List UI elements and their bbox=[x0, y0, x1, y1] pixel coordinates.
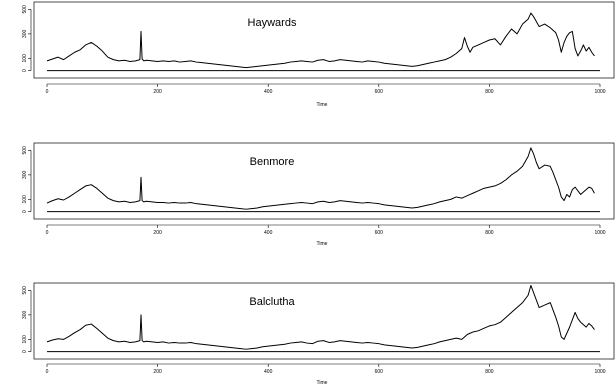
x-tick-label: 400 bbox=[264, 230, 273, 236]
y-axis: 0 100 300 500 bbox=[22, 5, 32, 72]
y-tick-label: 100 bbox=[22, 54, 28, 63]
x-tick-label: 800 bbox=[485, 369, 494, 375]
series-line bbox=[46, 284, 595, 350]
x-tick-label: 200 bbox=[153, 369, 162, 375]
panel-title: Haywards bbox=[248, 17, 297, 29]
x-tick-label: 600 bbox=[375, 89, 384, 95]
y-tick-label: 300 bbox=[22, 170, 28, 179]
y-tick-label: 500 bbox=[22, 146, 28, 155]
x-tick-label: 400 bbox=[264, 369, 273, 375]
y-tick-label: 300 bbox=[22, 310, 28, 319]
x-tick-label: 1000 bbox=[594, 89, 605, 95]
x-axis-label: Time bbox=[317, 241, 328, 247]
x-axis: 0 200 400 600 800 1000 bbox=[46, 224, 606, 236]
series-line bbox=[46, 147, 595, 210]
y-tick-label: 0 bbox=[22, 350, 28, 353]
panel-title: Balclutha bbox=[249, 296, 295, 308]
x-tick-label: 0 bbox=[46, 230, 49, 236]
panel-title: Benmore bbox=[250, 156, 295, 168]
x-tick-label: 600 bbox=[375, 369, 384, 375]
x-axis: 0 200 400 600 800 1000 bbox=[46, 83, 606, 95]
x-axis: 0 200 400 600 800 1000 bbox=[46, 363, 606, 375]
y-tick-label: 500 bbox=[22, 286, 28, 295]
y-axis: 0 100 300 500 bbox=[22, 146, 32, 213]
plot-frame bbox=[33, 282, 615, 360]
x-tick-label: 200 bbox=[153, 89, 162, 95]
panel-balclutha: 0 100 300 500 0 200 400 600 800 1000 Balclutha T… bbox=[22, 282, 615, 386]
plot-frame bbox=[33, 1, 615, 79]
x-tick-label: 600 bbox=[375, 230, 384, 236]
x-axis-label: Time bbox=[317, 380, 328, 386]
panel-haywards: 0 100 300 500 0 200 400 600 800 1000 Haywards Ti… bbox=[22, 1, 615, 108]
y-tick-label: 100 bbox=[22, 335, 28, 344]
x-tick-label: 1000 bbox=[594, 230, 605, 236]
series-line bbox=[46, 12, 595, 69]
x-tick-label: 1000 bbox=[594, 369, 605, 375]
x-tick-label: 800 bbox=[485, 89, 494, 95]
y-tick-label: 0 bbox=[22, 210, 28, 213]
panel-benmore: 0 100 300 500 0 200 400 600 800 1000 Benmore Tim… bbox=[22, 142, 615, 247]
y-tick-label: 500 bbox=[22, 5, 28, 14]
y-tick-label: 300 bbox=[22, 29, 28, 38]
plot-frame bbox=[33, 142, 615, 220]
y-tick-label: 100 bbox=[22, 195, 28, 204]
x-tick-label: 200 bbox=[153, 230, 162, 236]
x-axis-label: Time bbox=[317, 102, 328, 108]
y-axis: 0 100 300 500 bbox=[22, 286, 32, 353]
x-tick-label: 400 bbox=[264, 89, 273, 95]
x-tick-label: 0 bbox=[46, 369, 49, 375]
x-tick-label: 800 bbox=[485, 230, 494, 236]
y-tick-label: 0 bbox=[22, 69, 28, 72]
x-tick-label: 0 bbox=[46, 89, 49, 95]
